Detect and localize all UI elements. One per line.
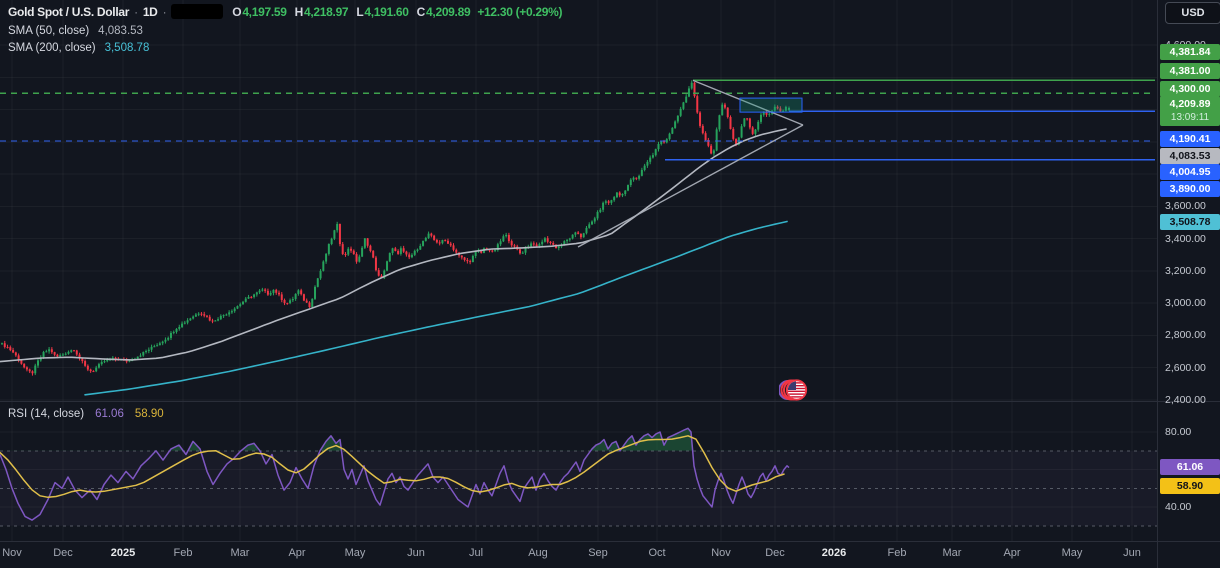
time-axis-label: Mar (942, 547, 962, 559)
time-axis-label: Feb (887, 547, 907, 559)
axis-separator (0, 541, 1220, 542)
currency-toggle-button[interactable]: USD (1165, 2, 1220, 24)
ohlc-pair: O 4,197.59 (232, 4, 287, 19)
redacted-area (171, 4, 224, 19)
price-scale-label: 2,600.00 (1165, 362, 1206, 374)
sma200-value: 3,508.78 (104, 42, 150, 54)
price-badge: 4,083.53 (1160, 148, 1220, 164)
time-axis-label: Dec (765, 547, 785, 559)
time-axis-label: Oct (648, 547, 666, 559)
time-axis-label: Jul (468, 547, 484, 559)
price-scale[interactable]: USD 4,600.003,600.003,400.003,200.003,00… (1157, 0, 1220, 568)
price-scale-label: 3,400.00 (1165, 233, 1206, 245)
time-axis-label: Nov (2, 547, 22, 559)
price-badge: 4,300.00 (1160, 81, 1220, 97)
time-axis[interactable]: Nov Dec 2025 Feb Mar Apr May Jun Jul Aug Sep Oct Nov… (0, 541, 1220, 568)
ohlc-pair: L 4,191.60 (356, 4, 409, 19)
time-axis-label: May (344, 547, 366, 559)
ohlc-values: O 4,197.59 H 4,218.97 L 4,191.60 C 4,209.89 (232, 5, 470, 19)
price-badge: 4,381.84 (1160, 44, 1220, 60)
time-axis-label: 2025 (110, 547, 136, 559)
time-axis-label: 2026 (821, 547, 847, 559)
time-axis-label: May (1061, 547, 1083, 559)
price-badge: 61.06 (1160, 459, 1220, 475)
time-axis-label: Sep (588, 547, 608, 559)
time-axis-label: Dec (53, 547, 73, 559)
time-axis-label: Nov (711, 547, 731, 559)
price-scale-label: 2,400.00 (1165, 394, 1206, 406)
price-scale-label: 3,600.00 (1165, 200, 1206, 212)
separator-dot: · (162, 4, 167, 19)
rsi-value: 61.06 (95, 408, 124, 420)
change-value: +12.30 (+0.29%) (477, 4, 563, 19)
separator-dot: · (134, 4, 138, 19)
time-axis-label: Jun (1123, 547, 1141, 559)
pane-separator[interactable] (0, 401, 1220, 402)
price-badge: 4,004.95 (1160, 164, 1220, 180)
sma50-legend[interactable]: SMA (50, close) 4,083.53 (8, 25, 143, 37)
price-badge: 4,209.89 13:09:11 (1160, 96, 1220, 126)
bar-countdown: 13:09:11 (1170, 112, 1210, 123)
interval-label[interactable]: 1D (142, 4, 158, 19)
price-scale-label: 3,000.00 (1165, 297, 1206, 309)
time-axis-label: Mar (230, 547, 250, 559)
rsi-legend[interactable]: RSI (14, close) 61.06 58.90 (8, 408, 164, 420)
price-badge: 3,890.00 (1160, 181, 1220, 197)
time-axis-label: Apr (1003, 547, 1021, 559)
ohlc-pair: C 4,209.89 (416, 4, 471, 19)
price-scale-label: 3,200.00 (1165, 265, 1206, 277)
price-scale-label: 40.00 (1165, 501, 1192, 513)
symbol-title[interactable]: Gold Spot / U.S. Dollar (8, 4, 130, 19)
sma50-value: 4,083.53 (98, 25, 143, 37)
price-badge: 3,508.78 (1160, 214, 1220, 230)
price-scale-label: 2,800.00 (1165, 329, 1206, 341)
symbol-header: Gold Spot / U.S. Dollar · 1D · O 4,197.59… (8, 4, 563, 19)
price-scale-label: 80.00 (1165, 426, 1192, 438)
economic-event-us-flag-icon[interactable] (779, 377, 811, 403)
sma200-legend[interactable]: SMA (200, close) 3,508.78 (8, 42, 149, 54)
sma200-label[interactable]: SMA (200, close) (8, 42, 96, 54)
time-axis-label: Feb (173, 547, 193, 559)
time-axis-label: Jun (407, 547, 425, 559)
chart-plot-area[interactable] (0, 0, 1157, 541)
time-axis-label: Apr (288, 547, 306, 559)
rsi-label[interactable]: RSI (14, close) (8, 408, 85, 420)
price-badge: 58.90 (1160, 478, 1220, 494)
sma50-label[interactable]: SMA (50, close) (8, 25, 90, 37)
price-badge: 4,381.00 (1160, 63, 1220, 79)
ohlc-pair: H 4,218.97 (294, 4, 349, 19)
time-axis-label: Aug (528, 547, 548, 559)
rsi-ma-value: 58.90 (134, 408, 164, 420)
price-badge: 4,190.41 (1160, 131, 1220, 147)
